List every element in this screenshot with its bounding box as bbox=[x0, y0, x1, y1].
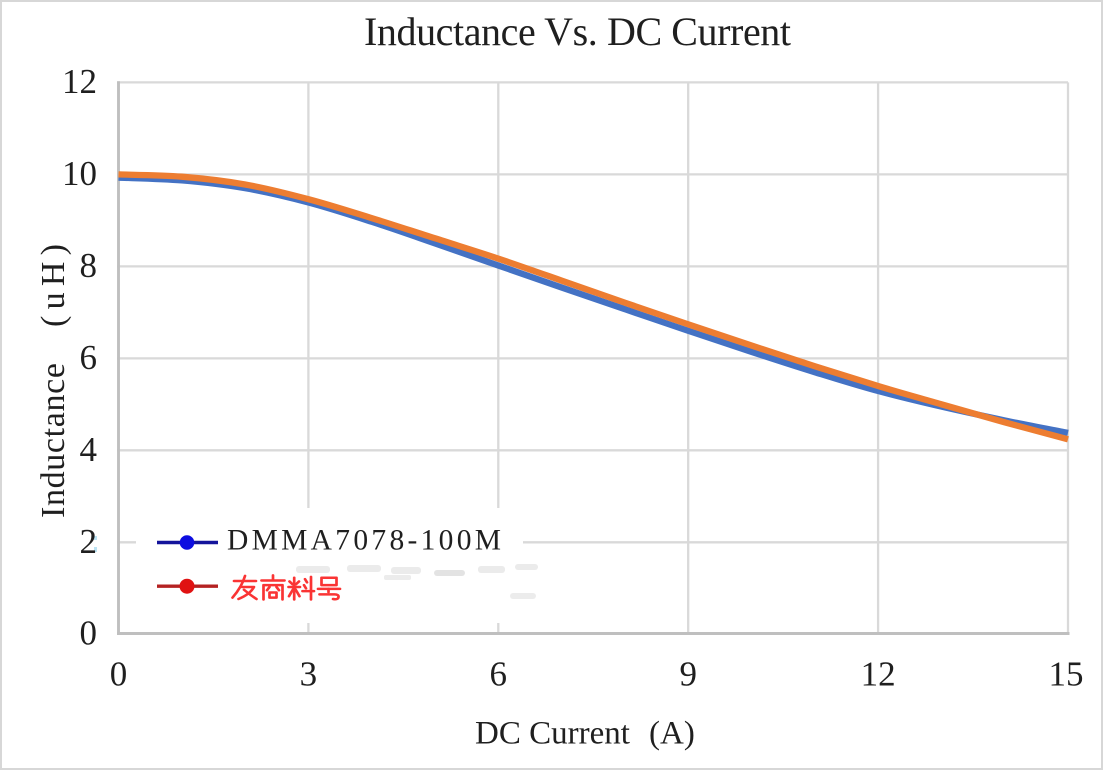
svg-text:6: 6 bbox=[490, 655, 508, 694]
svg-text:6: 6 bbox=[80, 338, 98, 377]
svg-text:15: 15 bbox=[1049, 655, 1084, 694]
svg-text:DMMA7078-100M: DMMA7078-100M bbox=[227, 525, 501, 557]
svg-text:(A): (A) bbox=[649, 716, 695, 752]
svg-text:0: 0 bbox=[110, 655, 128, 694]
svg-text:8: 8 bbox=[80, 246, 98, 285]
svg-text:0: 0 bbox=[80, 614, 98, 653]
svg-text:Inductance: Inductance bbox=[35, 363, 72, 518]
svg-text:DC Current: DC Current bbox=[475, 716, 630, 752]
svg-text:12: 12 bbox=[62, 62, 97, 101]
svg-text:12: 12 bbox=[861, 655, 896, 694]
svg-text:9: 9 bbox=[679, 655, 697, 694]
svg-text:4: 4 bbox=[80, 430, 98, 469]
svg-text:10: 10 bbox=[62, 154, 97, 193]
svg-text:2: 2 bbox=[80, 522, 98, 561]
svg-text:3: 3 bbox=[300, 655, 318, 694]
svg-text:Inductance Vs. DC Current: Inductance Vs. DC Current bbox=[364, 9, 791, 54]
